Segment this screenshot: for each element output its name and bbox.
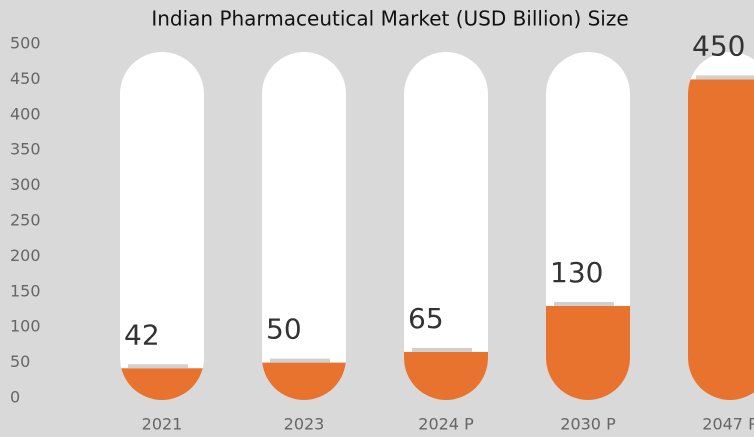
chart-title: Indian Pharmaceutical Market (USD Billio…: [151, 7, 628, 31]
bar-track: [120, 52, 204, 400]
bar-track: [404, 52, 488, 400]
value-label: 50: [266, 313, 302, 346]
y-tick-label: 0: [10, 388, 20, 407]
y-tick-label: 150: [10, 281, 41, 300]
value-label: 130: [550, 256, 603, 289]
y-tick-label: 350: [10, 140, 41, 159]
x-tick-label: 2024 P: [418, 415, 474, 434]
bar: [688, 79, 754, 400]
x-tick-label: 2047 P: [702, 415, 754, 434]
y-tick-label: 500: [10, 34, 41, 53]
bar-marker: [554, 301, 614, 306]
x-tick-label: 2030 P: [560, 415, 616, 434]
y-tick-label: 400: [10, 104, 41, 123]
y-tick-label: 300: [10, 175, 41, 194]
value-label: 42: [124, 318, 160, 351]
x-tick-label: 2023: [284, 415, 325, 434]
y-tick-label: 450: [10, 69, 41, 88]
x-tick-label: 2021: [142, 415, 183, 434]
bar: [546, 305, 630, 400]
bar-marker: [270, 358, 330, 363]
bar-marker: [128, 364, 188, 369]
value-label: 65: [408, 302, 444, 335]
y-tick-label: 50: [10, 352, 30, 371]
bar-marker: [696, 75, 754, 80]
y-tick-label: 250: [10, 211, 41, 230]
value-label: 450: [692, 29, 745, 62]
bar-marker: [412, 347, 472, 352]
y-tick-label: 100: [10, 317, 41, 336]
bar-track: [262, 52, 346, 400]
y-tick-label: 200: [10, 246, 41, 265]
